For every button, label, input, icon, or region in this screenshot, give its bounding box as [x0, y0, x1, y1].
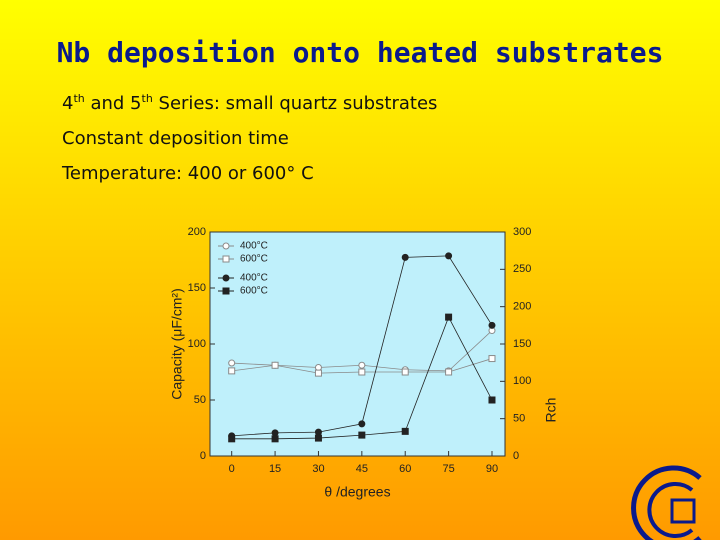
plot-area [209, 231, 506, 457]
marker [314, 434, 322, 442]
marker [401, 253, 409, 261]
y2-tick-label: 200 [513, 301, 531, 313]
y2-tick-label: 50 [513, 413, 525, 425]
marker [488, 396, 496, 404]
y-tick-label: 150 [188, 282, 206, 294]
text: th [73, 92, 85, 105]
y-tick-label: 50 [194, 394, 206, 406]
marker [222, 287, 230, 295]
marker [445, 368, 453, 376]
marker [222, 274, 230, 282]
x-tick-label: 45 [356, 463, 368, 475]
marker [271, 435, 279, 443]
text: Series: small quartz substrates [152, 93, 438, 114]
y-tick-label: 0 [200, 450, 206, 462]
marker [271, 361, 279, 369]
marker [445, 252, 453, 260]
text: Constant deposition time [62, 128, 289, 149]
marker [358, 431, 366, 439]
marker [222, 255, 230, 263]
y2-tick-label: 150 [513, 338, 531, 350]
y2-tick-label: 250 [513, 263, 531, 275]
text: th [141, 92, 153, 105]
marker [401, 427, 409, 435]
y2-tick-label: 100 [513, 375, 531, 387]
marker [314, 428, 322, 436]
y2-axis-label: Rch [543, 398, 559, 423]
marker [488, 355, 496, 363]
marker [445, 313, 453, 321]
bullet: Temperature: 400 or 600° C [62, 163, 314, 184]
x-tick-label: 30 [312, 463, 324, 475]
y2-tick-label: 0 [513, 450, 519, 462]
x-axis-label: θ /degrees [324, 484, 390, 500]
marker [358, 420, 366, 428]
y2-tick-label: 300 [513, 226, 531, 238]
marker [488, 321, 496, 329]
y-tick-label: 100 [188, 338, 206, 350]
legend-label: 400°C [240, 241, 268, 252]
legend-label: 400°C [240, 273, 268, 284]
x-tick-label: 75 [442, 463, 454, 475]
marker [271, 429, 279, 437]
text: and 5 [84, 93, 142, 114]
text: 4 [62, 93, 74, 114]
bullet: 4th and 5th Series: small quartz substra… [62, 92, 437, 114]
x-tick-label: 60 [399, 463, 411, 475]
marker [228, 435, 236, 443]
y-axis-label: Capacity (μF/cm²) [169, 288, 185, 400]
logo [631, 465, 702, 540]
x-tick-label: 0 [229, 463, 235, 475]
marker [358, 361, 366, 369]
legend-label: 600°C [240, 286, 268, 297]
slide-title: Nb deposition onto heated substrates [56, 36, 664, 69]
marker [401, 368, 409, 376]
marker [222, 242, 230, 250]
marker [228, 367, 236, 375]
x-tick-label: 90 [486, 463, 498, 475]
marker [228, 359, 236, 367]
x-tick-label: 15 [269, 463, 281, 475]
marker [358, 368, 366, 376]
y-tick-label: 200 [188, 226, 206, 238]
bullet: Constant deposition time [62, 128, 289, 149]
marker [314, 369, 322, 377]
text: Temperature: 400 or 600° C [62, 163, 314, 184]
legend-label: 600°C [240, 254, 268, 265]
